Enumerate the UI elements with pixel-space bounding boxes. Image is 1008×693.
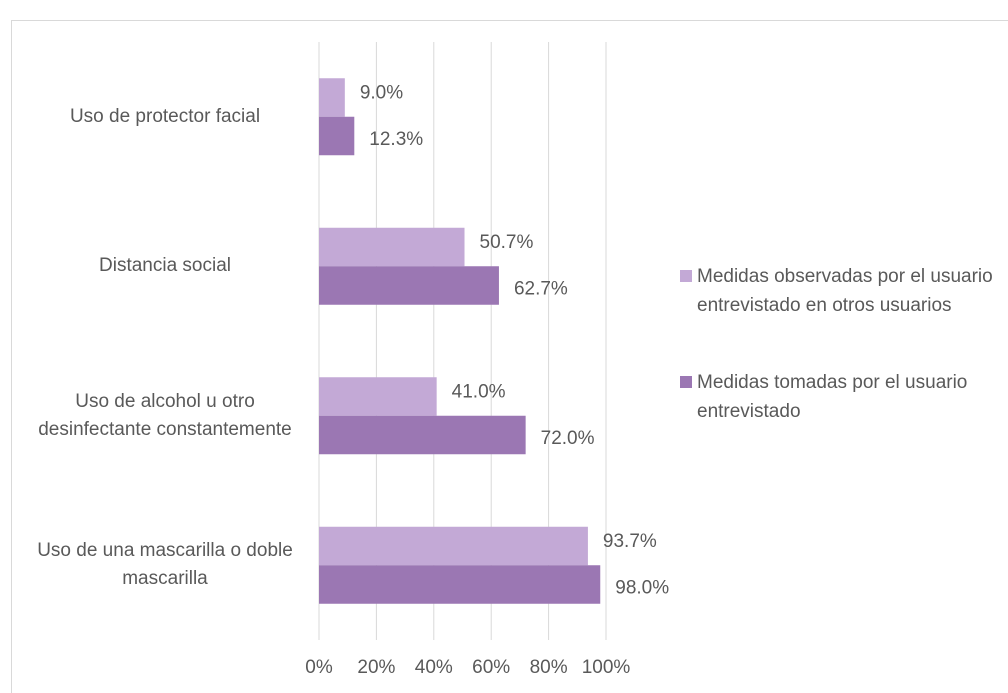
legend-swatch [680,376,692,388]
bar [319,526,588,566]
data-label: 93.7% [603,531,657,552]
bar [319,415,526,455]
y-tick-label: Uso de protector facial [69,105,261,127]
legend-item: Medidas observadas por el usuario entrev… [680,262,1000,320]
legend-item: Medidas tomadas por el usuario entrevist… [680,368,1000,426]
data-label: 9.0% [360,83,403,104]
data-label: 72.0% [541,428,595,449]
data-label: 98.0% [615,578,669,599]
x-tick-label: 60% [472,657,510,678]
data-label: 41.0% [452,382,506,403]
legend-label: Medidas observadas por el usuario entrev… [697,266,993,316]
bar [319,377,437,416]
y-tick-label: Distancia social [99,255,231,277]
x-tick-label: 40% [415,657,453,678]
x-tick-label: 20% [357,657,395,678]
bar [319,116,355,156]
x-tick-label: 0% [305,657,333,678]
legend-swatch [680,270,692,282]
data-label: 50.7% [480,232,534,253]
data-label: 62.7% [514,279,568,300]
x-tick-label: 100% [582,657,631,678]
legend-label: Medidas tomadas por el usuario entrevist… [697,372,968,422]
x-tick-label: 80% [530,657,568,678]
bar [319,227,465,267]
bar [319,78,345,117]
data-label: 12.3% [369,129,423,150]
chart-border [11,20,1008,693]
y-tick-label: Uso de alcohol u otro desinfectante cons… [38,390,292,440]
y-tick-label: Uso de una mascarilla o doble mascarilla [37,540,293,590]
bar [319,565,601,604]
bar [319,266,499,305]
